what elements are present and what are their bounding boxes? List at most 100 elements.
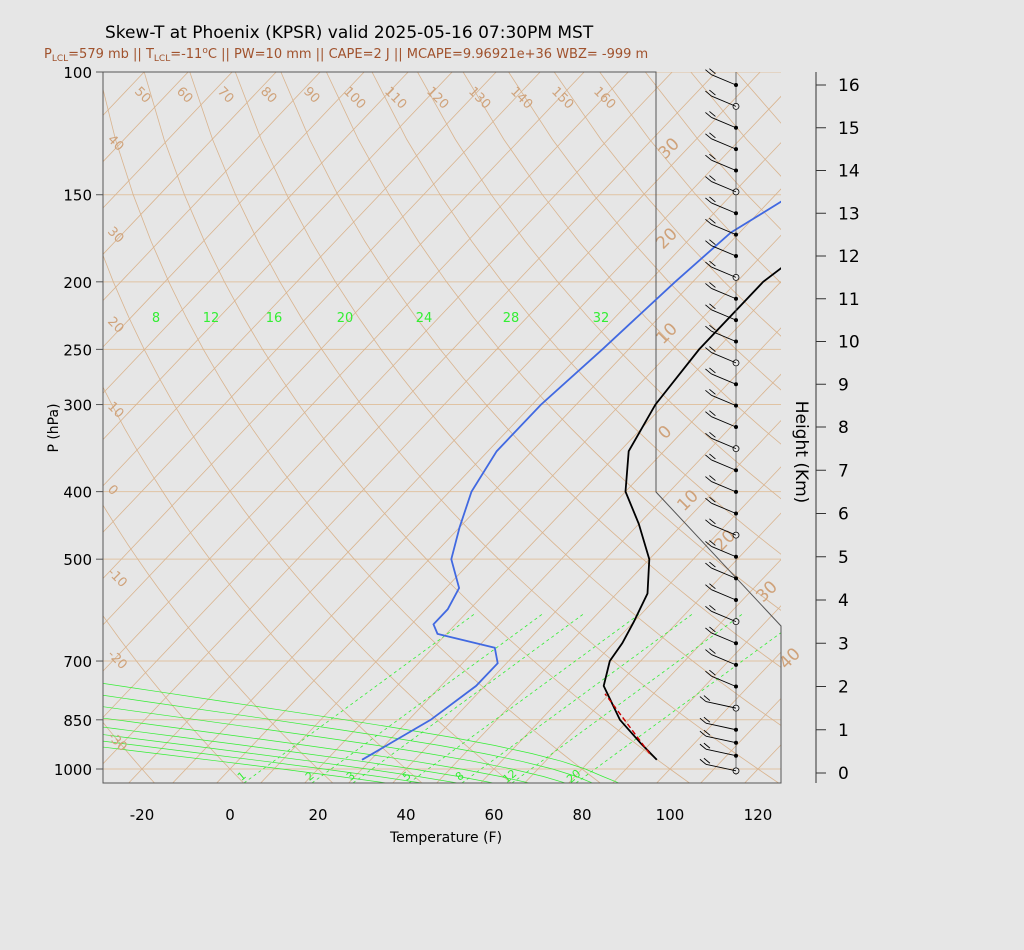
wind-barb-feather [705,261,712,268]
isotherm-line [436,419,781,783]
wind-barb-feather [709,111,716,117]
wind-barb-feather [709,68,716,75]
pressure-tick-label: 1000 [54,761,92,779]
isotherm-line [304,281,781,783]
wind-barb-feather [705,476,712,482]
wind-barb-feather [705,325,712,332]
wind-barb [711,416,737,428]
wind-barb-feather [709,303,716,310]
isotherm-line [172,142,781,783]
dry-adiabat [417,72,781,500]
wind-barb [711,245,737,257]
wind-barb-feather [705,454,712,461]
mixing-ratio-label-top: 28 [503,311,520,326]
wind-barb-feather [709,604,716,611]
pressure-tick-label: 100 [63,64,92,82]
isotherm-line [103,72,541,533]
wind-panel [699,68,740,775]
wind-barb-feather [709,453,716,460]
isotherm-line [348,327,781,783]
isotherm-line [656,651,781,783]
wind-barb-feather [709,367,716,374]
wind-barb-feather [705,197,712,204]
wind-barb-feather [709,388,716,395]
wind-barb-feather [709,540,716,546]
mixing-ratio-label-top: 24 [416,311,433,326]
isotherm-line [480,466,781,783]
wind-barb-feather [709,89,716,96]
dry-adiabat [103,504,334,783]
mixing-ratio-label-top: 20 [337,311,354,326]
dry-adiabat [103,615,245,783]
x-tick-label: 80 [572,806,591,824]
isotherm-line [832,40,1024,784]
wind-barb-feather [705,176,712,182]
wind-barb-feather [709,518,716,525]
wind-barb-feather [709,153,716,160]
wind-barb-feather [705,154,712,161]
plot-background [103,72,781,783]
wind-barb-feather [709,583,716,590]
wind-barb [711,502,737,514]
y-axis-label: P (hPa) [46,403,62,452]
wind-barb [711,330,737,342]
pressure-tick-label: 500 [63,551,92,569]
wind-barb [711,373,737,385]
wind-barb-feather [705,90,712,97]
wind-barb-feather [705,432,712,439]
dry-adiabat [782,72,1024,784]
moist-adiabat [103,726,496,783]
wind-barb-feather [709,239,716,246]
wind-barb-feather [705,112,712,118]
wind-barb-feather [699,717,707,724]
wind-barb-feather [705,240,712,247]
x-axis-label: Temperature (F) [389,830,502,846]
chart-title: Skew-T at Phoenix (KPSR) valid 2025-05-1… [105,23,594,43]
wind-barb-feather [709,410,716,417]
x-tick-label: 120 [744,806,773,824]
wind-barb-feather [705,389,712,396]
isotherm-line [392,373,781,783]
pressure-tick-label: 250 [63,341,92,359]
height-tick-label: 16 [838,76,860,96]
isotherm-line [103,72,761,765]
dry-adiabat [103,254,512,783]
dewpoint-profile [361,200,781,761]
wind-barb [705,735,737,744]
wind-barb-feather [705,584,712,591]
wind-barb [711,74,737,86]
background-grid [103,40,1024,784]
wind-barb-feather [709,217,716,224]
isotherm-line [612,605,781,783]
moist-adiabat [103,717,531,783]
dry-adiabat [462,72,781,445]
wind-barb-feather [705,218,712,225]
wind-barb-feather [705,497,712,504]
isotherm-line [103,72,409,394]
wind-barb-feather [699,730,707,737]
wind-barb-feather [703,729,711,736]
wind-barb [711,394,737,407]
isotherm-line [128,95,781,783]
wind-barb-feather [709,346,716,352]
wind-barb [711,202,737,214]
mixing-ratio-label-top: 12 [203,311,220,326]
wind-barb-feather [703,742,711,749]
wind-barb-feather [705,627,712,634]
wind-barb-feather [705,347,712,353]
wind-barb-feather [709,132,716,139]
height-tick-label: 3 [838,634,849,654]
pressure-tick-label: 850 [63,712,92,730]
dry-adiabat [143,72,691,783]
height-tick-label: 10 [838,333,860,353]
x-tick-label: 100 [656,806,685,824]
wind-barb [705,722,737,731]
isotherm-line [103,72,629,626]
wind-barb-feather [709,475,716,481]
wind-barb [711,138,737,150]
isotherm-line [103,72,277,255]
height-tick-label: 2 [838,678,849,698]
isotherm-line [788,40,1024,784]
wind-barb-feather [709,496,716,503]
wind-barb-feather [705,670,712,677]
